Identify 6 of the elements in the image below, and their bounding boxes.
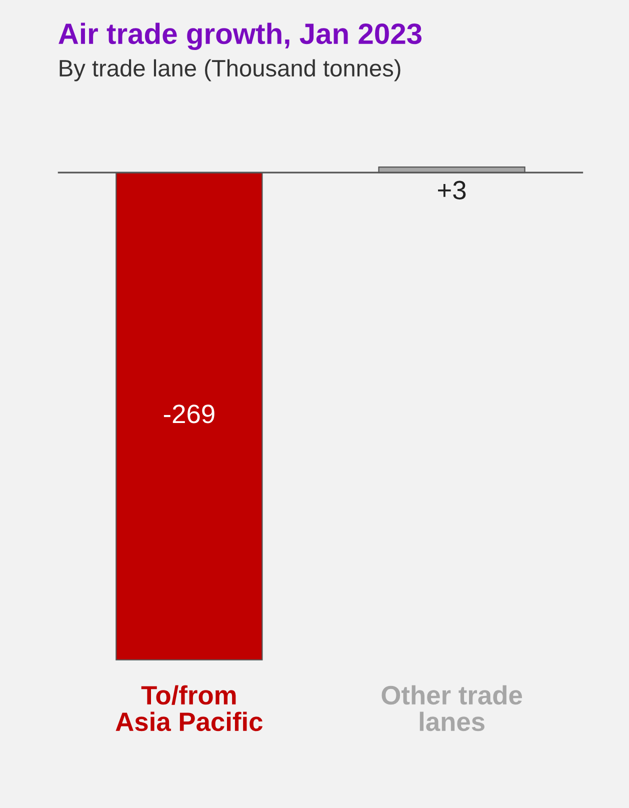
data-label: -269 [164, 404, 214, 424]
x-tick-label: Other trade lanes [382, 685, 522, 732]
data-label: +3 [438, 180, 466, 200]
chart-subtitle: By trade lane (Thousand tonnes) [60, 59, 400, 82]
chart-title: Air trade growth, Jan 2023 [58, 22, 422, 50]
x-tick-label: To/from Asia Pacific [116, 685, 262, 732]
